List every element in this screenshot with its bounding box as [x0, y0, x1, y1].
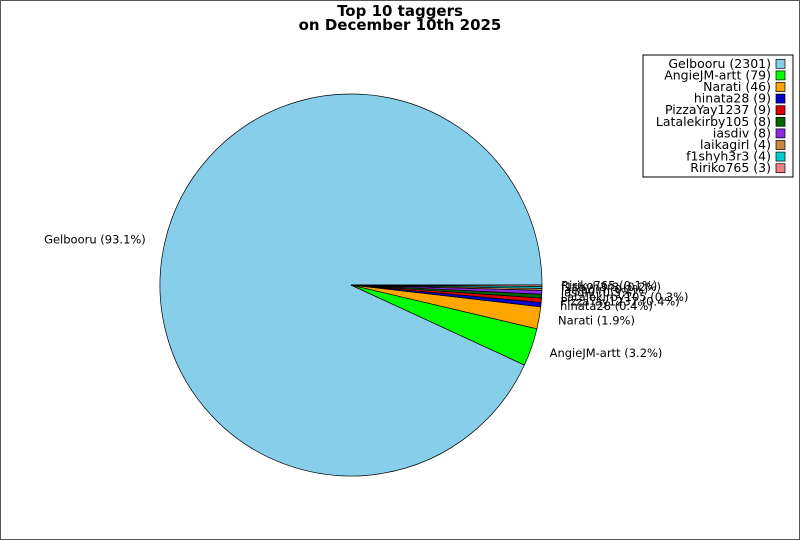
slice-label-f1shyh3r3: f1shyh3r3 (0.2%)	[561, 280, 661, 294]
slice-label-latalekirby105: Latalekirby105 (0.3%)	[561, 290, 689, 304]
slice-label-laikagirl: laikagirl (0.2%)	[561, 282, 648, 296]
chart-title-line2: on December 10th 2025	[299, 16, 502, 34]
legend-box	[642, 54, 794, 178]
legend: Gelbooru (2301)AngieJM-artt (79)Narati (…	[642, 54, 794, 178]
legend-label-laikagirl: laikagirl (4)	[700, 137, 771, 152]
chart-title-line1: Top 10 taggers	[337, 2, 463, 20]
slice-label-pizzayay1237: PizzaYay1237 (0.4%)	[560, 294, 679, 308]
legend-swatch-laikagirl	[775, 140, 786, 150]
legend-label-pizzayay1237: PizzaYay1237 (9)	[665, 102, 771, 117]
legend-swatch-f1shyh3r3	[775, 151, 786, 162]
slice-label-narati: Narati (1.9%)	[558, 314, 635, 328]
pie-slice-ririko765	[350, 284, 543, 287]
legend-label-latalekirby105: Latalekirby105 (8)	[656, 114, 771, 129]
legend-label-hinata28: hinata28 (9)	[694, 91, 771, 106]
legend-label-ririko765: Ririko765 (3)	[690, 160, 771, 175]
legend-swatch-narati	[775, 82, 786, 92]
legend-swatch-hinata28	[775, 93, 786, 104]
slice-labels: Gelbooru (93.1%) AngieJM-artt (3.2%) Narat…	[44, 232, 688, 360]
legend-swatch-latalekirby105	[775, 116, 786, 127]
legend-label-angiejm-artt: AngieJM-artt (79)	[664, 67, 771, 82]
legend-label-f1shyh3r3: f1shyh3r3 (4)	[686, 149, 771, 164]
legend-label-gelbooru: Gelbooru (2301)	[668, 56, 771, 71]
legend-swatch-ririko765	[775, 163, 786, 174]
pie-slices	[159, 93, 543, 477]
legend-swatch-gelbooru	[775, 58, 786, 69]
legend-label-iasdiv: iasdiv (8)	[713, 125, 771, 140]
slice-label-angiejm-artt: AngieJM-artt (3.2%)	[550, 346, 663, 360]
legend-swatch-pizzayay1237	[775, 105, 786, 116]
legend-label-narati: Narati (46)	[703, 79, 771, 94]
legend-swatch-iasdiv	[775, 128, 786, 139]
slice-label-ririko765: Ririko765 (0.1%)	[561, 278, 657, 292]
slice-label-gelbooru: Gelbooru (93.1%)	[44, 232, 146, 246]
legend-swatch-angiejm-artt	[775, 70, 786, 81]
slice-label-iasdiv: iasdiv (0.3%)	[561, 286, 636, 300]
slice-label-hinata28: hinata28 (0.4%)	[560, 299, 653, 313]
